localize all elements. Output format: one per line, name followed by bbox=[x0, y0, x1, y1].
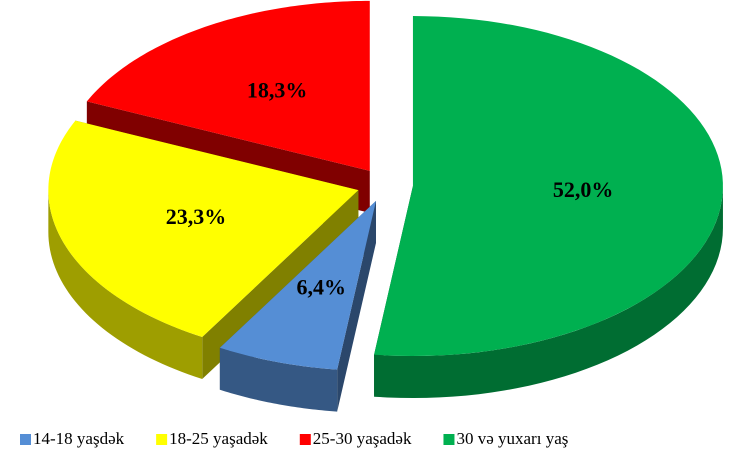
value-label: 52,0% bbox=[553, 177, 614, 202]
pie-slice bbox=[374, 16, 723, 357]
legend-swatch bbox=[299, 434, 311, 445]
slice-wall bbox=[374, 186, 723, 399]
value-label: 6,4% bbox=[297, 275, 347, 300]
legend-label: 18-25 yaşadək bbox=[169, 429, 268, 448]
pie-slice bbox=[86, 0, 370, 171]
legend-swatch bbox=[443, 434, 455, 445]
slice bbox=[374, 16, 723, 399]
slice bbox=[219, 200, 377, 412]
legend-swatch bbox=[156, 434, 168, 445]
legend-label: 25-30 yaşadək bbox=[313, 429, 412, 448]
pie-slice bbox=[48, 120, 359, 338]
slice-wall bbox=[219, 347, 338, 412]
legend-swatch bbox=[20, 434, 31, 445]
legend-label: 30 və yuxarı yaş bbox=[456, 429, 568, 448]
pie-slice bbox=[219, 200, 377, 370]
value-label: 23,3% bbox=[166, 204, 227, 229]
slice-wall bbox=[48, 190, 203, 380]
value-label: 18,3% bbox=[247, 77, 308, 102]
legend-label: 14-18 yaşdək bbox=[33, 429, 125, 448]
slice-side bbox=[337, 200, 377, 412]
